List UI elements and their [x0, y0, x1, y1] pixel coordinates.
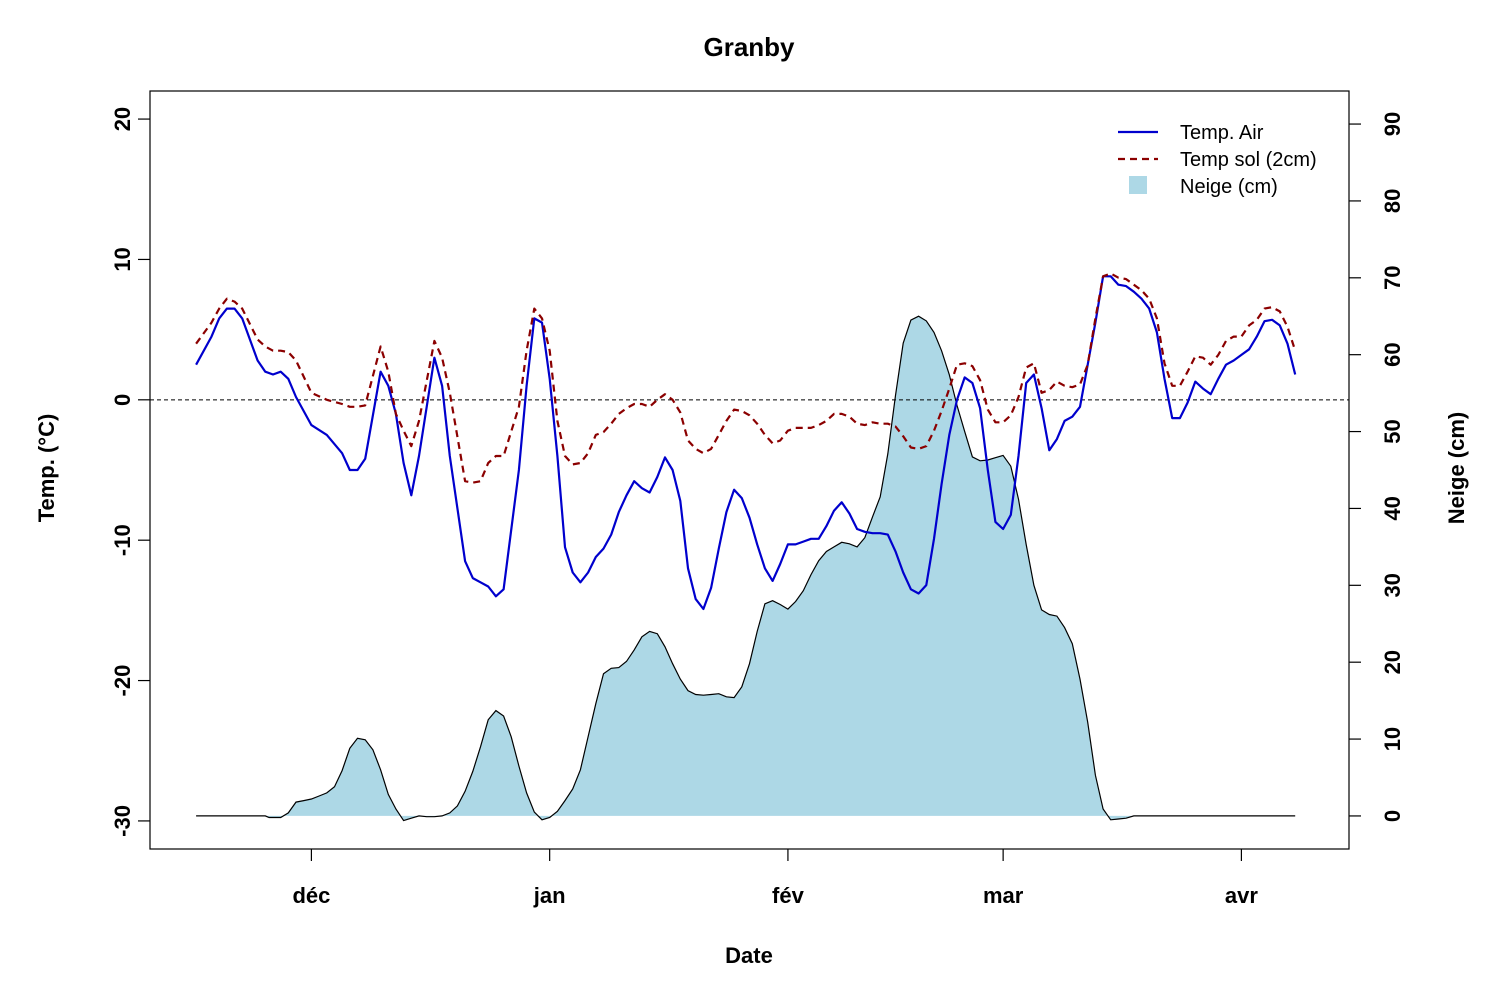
y2-tick-label: 10	[1380, 727, 1405, 751]
x-tick-label-jan: jan	[533, 883, 566, 908]
y-tick-label: 0	[110, 394, 135, 406]
y2-tick-label: 50	[1380, 419, 1405, 443]
y2-tick-label: 60	[1380, 342, 1405, 366]
y-tick-label: 20	[110, 107, 135, 131]
series-line-temp-sol-2cm	[195, 272, 1297, 484]
y-axis-title: Temp. (°C)	[34, 414, 59, 523]
y2-tick-label: 70	[1380, 266, 1405, 290]
series-area-neige-cm	[196, 316, 1296, 821]
y2-tick-label: 20	[1380, 650, 1405, 674]
lines-layer	[195, 272, 1297, 611]
y2-tick-label: 0	[1380, 810, 1405, 822]
series-line-temp-air	[195, 275, 1297, 611]
x-tick-label-avr: avr	[1225, 883, 1258, 908]
series-outline-neige-cm	[196, 315, 1296, 822]
y-tick-label: 10	[110, 247, 135, 271]
y-tick-label: -20	[110, 665, 135, 697]
x-tick-label-mar: mar	[983, 883, 1024, 908]
y2-tick-label: 30	[1380, 573, 1405, 597]
legend-label-neige-cm: Neige (cm)	[1180, 176, 1278, 198]
y2-tick-label: 40	[1380, 496, 1405, 520]
y2-tick-label: 80	[1380, 189, 1405, 213]
snow-layer	[196, 315, 1296, 822]
legend: Temp. Air Temp sol (2cm) Neige (cm)	[1118, 122, 1317, 198]
x-axis-title: Date	[725, 943, 773, 968]
y2-tick-label: 90	[1380, 112, 1405, 136]
legend-label-temp-sol-2cm: Temp sol (2cm)	[1180, 149, 1317, 171]
y-tick-label: -30	[110, 805, 135, 837]
y2-axis-title: Neige (cm)	[1444, 412, 1469, 524]
y-tick-label: -10	[110, 524, 135, 556]
x-tick-label-dec: déc	[292, 883, 330, 908]
chart-title: Granby	[703, 32, 795, 62]
axes-layer: -30 -20 -10 0 10 20 0 10 20 30 40 50 60 70 80 90 déc jan f…	[110, 107, 1405, 908]
legend-label-temp-air: Temp. Air	[1180, 122, 1264, 144]
x-tick-label-fev: fév	[772, 883, 805, 908]
plot-frame	[149, 90, 1350, 850]
legend-swatch-neige-cm	[1129, 176, 1147, 194]
